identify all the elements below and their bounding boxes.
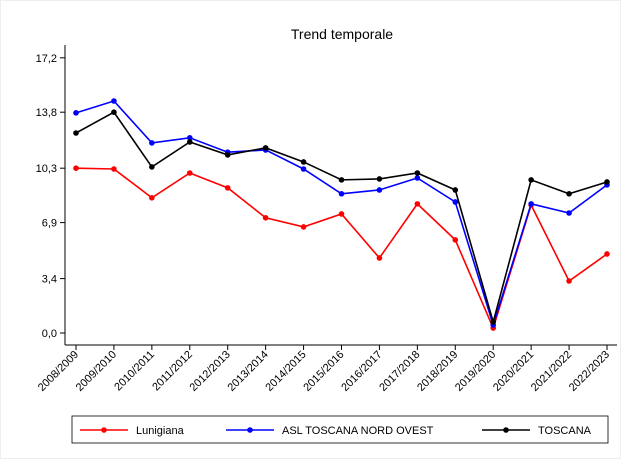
point [376, 176, 383, 182]
point [224, 152, 231, 158]
chart-title: Trend temporale [291, 26, 393, 42]
point [490, 319, 497, 325]
point [452, 237, 459, 243]
point [186, 139, 193, 145]
y-tick-label: 13,8 [36, 107, 57, 119]
point [300, 166, 307, 172]
point [452, 187, 459, 193]
legend-marker [247, 427, 253, 433]
point [149, 164, 155, 170]
point [300, 159, 307, 165]
point [528, 201, 534, 207]
point [566, 278, 572, 284]
legend-label: ASL TOSCANA NORD OVEST [282, 425, 434, 437]
point [149, 195, 155, 201]
point [604, 251, 610, 257]
point [414, 175, 421, 181]
point [300, 224, 307, 230]
y-tick-label: 6,9 [42, 218, 57, 230]
point [338, 191, 345, 197]
legend-label: TOSCANA [538, 425, 592, 437]
point [149, 140, 155, 146]
point [376, 187, 383, 193]
point [73, 165, 79, 171]
point [111, 166, 117, 172]
point [111, 98, 117, 104]
point [528, 177, 534, 183]
y-tick-label: 17,2 [36, 53, 57, 65]
legend-marker [101, 427, 107, 433]
point [414, 201, 421, 207]
legend-label: Lunigiana [136, 425, 185, 437]
point [186, 170, 193, 176]
point [262, 145, 269, 151]
point [338, 211, 345, 217]
point [566, 210, 572, 216]
y-tick-label: 0,0 [42, 328, 57, 340]
point [414, 170, 421, 176]
legend-marker [503, 427, 509, 433]
point [338, 177, 345, 183]
point [224, 185, 231, 191]
point [376, 255, 383, 261]
point [566, 191, 572, 197]
point [73, 130, 79, 136]
point [262, 215, 269, 221]
y-tick-label: 3,4 [42, 274, 57, 286]
point [604, 179, 610, 185]
y-tick-label: 10,3 [36, 163, 57, 175]
point [452, 199, 459, 205]
point [73, 110, 79, 116]
point [111, 109, 117, 115]
point [186, 135, 193, 141]
